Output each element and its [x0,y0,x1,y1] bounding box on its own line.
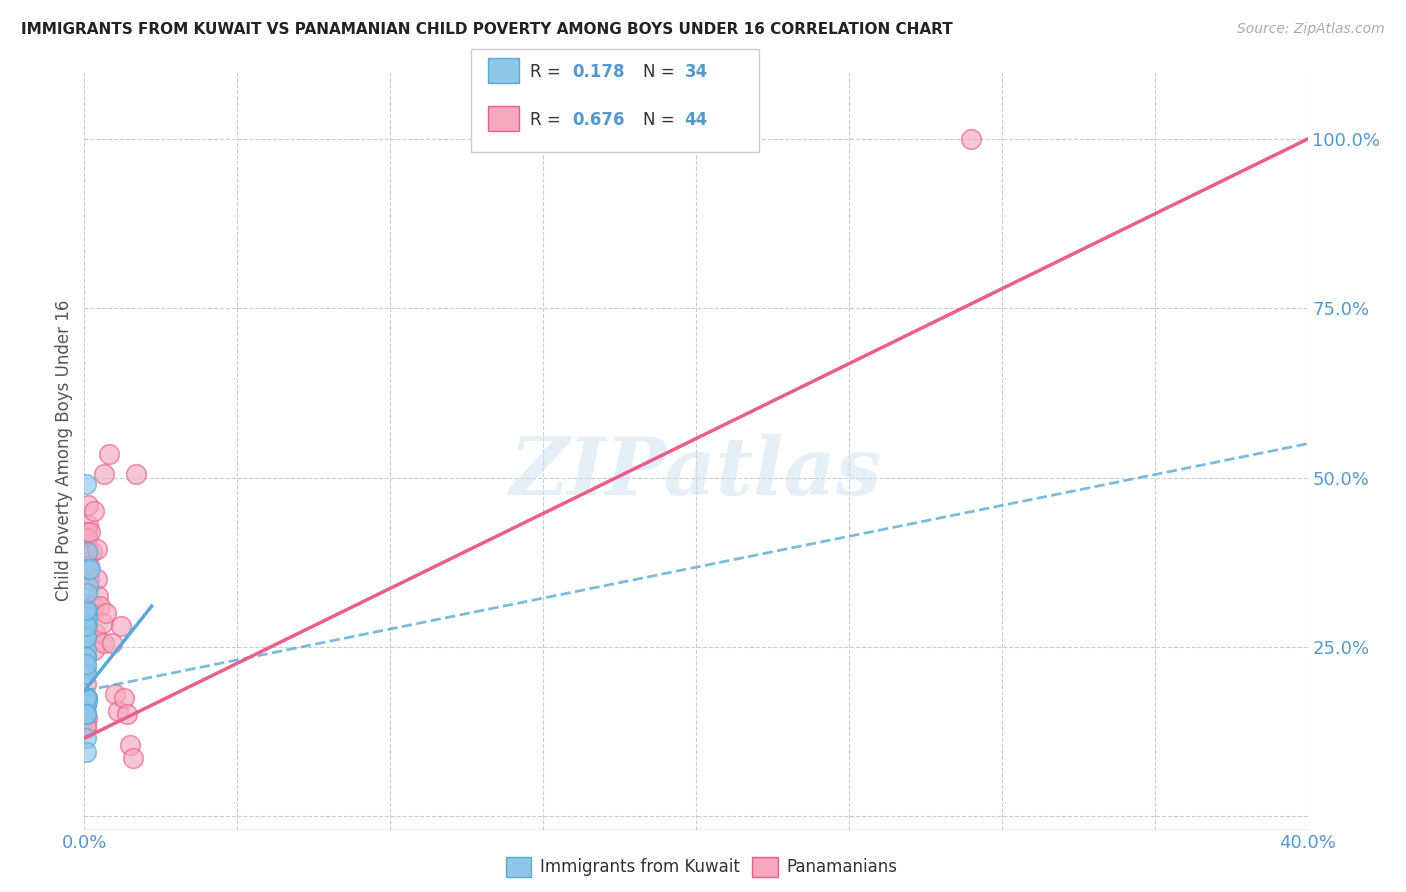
Point [75,477,97,491]
Point [77,545,100,559]
Point [87,589,110,603]
Text: IMMIGRANTS FROM KUWAIT VS PANAMANIAN CHILD POVERTY AMONG BOYS UNDER 16 CORRELATI: IMMIGRANTS FROM KUWAIT VS PANAMANIAN CHI… [21,22,953,37]
Text: 34: 34 [685,63,709,81]
Point [80,545,103,559]
Text: 44: 44 [685,112,709,129]
Point [80,599,103,614]
Point [93,467,115,482]
Point [76,690,98,705]
Point [83,504,105,518]
Point [83,599,105,614]
Point [115,707,138,722]
Point [76,602,98,616]
Point [83,643,105,657]
Point [75,698,97,712]
Point [89,599,111,614]
Point [120,738,142,752]
Point [101,636,124,650]
Point [75,745,97,759]
Point [75,717,97,731]
Point [75,698,97,712]
Point [104,687,127,701]
Point [75,731,97,746]
Point [960,132,983,146]
Point [75,666,97,681]
Point [77,545,100,559]
Point [75,649,97,664]
Point [76,690,98,705]
Point [107,704,129,718]
Point [77,562,100,576]
Text: Immigrants from Kuwait: Immigrants from Kuwait [540,858,740,876]
Text: 0.676: 0.676 [572,112,624,129]
Point [75,707,97,722]
Text: Panamanians: Panamanians [786,858,897,876]
Point [76,558,98,573]
Point [76,616,98,631]
Point [75,602,97,616]
Point [77,545,100,559]
Point [122,751,145,765]
Text: N =: N = [643,63,679,81]
Text: 0.178: 0.178 [572,63,624,81]
Point [77,558,100,573]
Text: Source: ZipAtlas.com: Source: ZipAtlas.com [1237,22,1385,37]
Point [76,585,98,599]
Point [75,721,97,735]
Point [110,619,132,633]
Point [75,649,97,664]
Point [75,690,97,705]
Point [75,660,97,674]
Point [79,524,101,539]
Text: N =: N = [643,112,679,129]
Point [75,690,97,705]
Point [75,677,97,691]
Y-axis label: Child Poverty Among Boys Under 16: Child Poverty Among Boys Under 16 [55,300,73,601]
Point [86,541,108,556]
Point [79,562,101,576]
Point [75,630,97,644]
Text: R =: R = [530,63,567,81]
Point [77,572,100,586]
Point [93,636,115,650]
Point [75,707,97,722]
Point [76,532,98,546]
Point [76,524,98,539]
Point [76,609,98,624]
Point [75,707,97,722]
Point [86,572,108,586]
Point [76,626,98,640]
Point [125,467,148,482]
Point [75,666,97,681]
Point [84,626,107,640]
Point [75,616,97,631]
Point [75,698,97,712]
Point [75,698,97,712]
Point [76,690,98,705]
Point [96,606,118,620]
Point [91,616,114,631]
Point [76,711,98,725]
Point [75,657,97,671]
Point [97,447,120,461]
Text: ZIPatlas: ZIPatlas [510,434,882,512]
Point [75,619,97,633]
Point [75,643,97,657]
Text: R =: R = [530,112,567,129]
Point [76,545,98,559]
Point [77,558,100,573]
Point [75,630,97,644]
Point [112,690,135,705]
Point [77,572,100,586]
Point [77,579,100,593]
Point [77,498,100,512]
Point [77,517,100,532]
